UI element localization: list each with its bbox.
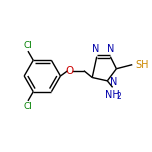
Text: SH: SH [135, 60, 149, 70]
Text: N: N [92, 44, 100, 54]
Text: N: N [107, 44, 115, 54]
Text: 2: 2 [117, 92, 122, 101]
Text: Cl: Cl [24, 41, 32, 50]
Text: O: O [65, 66, 74, 76]
Text: N: N [110, 77, 117, 87]
Text: Cl: Cl [24, 102, 32, 111]
Text: NH: NH [105, 90, 120, 100]
